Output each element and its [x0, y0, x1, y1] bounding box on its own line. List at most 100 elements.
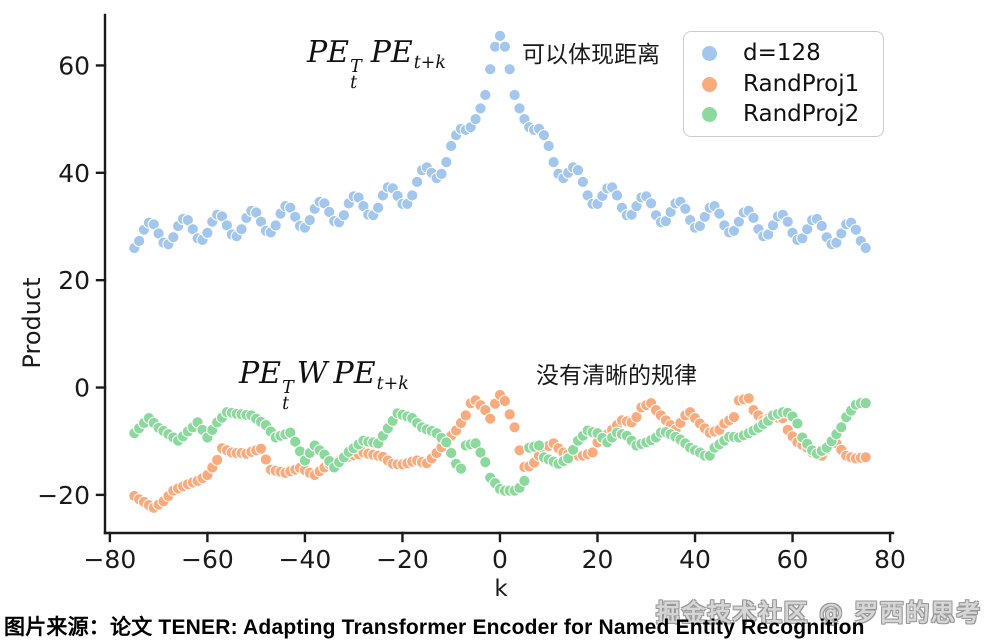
legend-label: RandProj2: [743, 100, 860, 127]
data-point-series-0: [235, 223, 248, 236]
data-point-series-0: [747, 211, 760, 224]
data-point-series-0: [493, 29, 507, 43]
y-tick-label: −20: [37, 481, 90, 510]
data-point-series-0: [576, 175, 590, 188]
legend-marker-randproj1-icon: [702, 76, 717, 92]
data-point-series-0: [133, 234, 146, 248]
legend: d=128 RandProj1 RandProj2: [683, 31, 884, 137]
data-point-series-1: [742, 392, 755, 405]
x-axis-title: k: [494, 576, 508, 602]
legend-marker-d128-icon: [702, 46, 717, 62]
data-point-series-1: [508, 421, 521, 434]
data-point-series-1: [727, 411, 741, 424]
x-tick-label: 80: [874, 545, 906, 574]
legend-marker-randproj2-icon: [702, 106, 717, 122]
data-point-series-1: [586, 446, 599, 459]
data-point-series-0: [571, 164, 585, 177]
image-source-caption: 图片来源：论文 TENER: Adapting Transformer Enco…: [4, 616, 865, 639]
data-point-series-0: [547, 156, 560, 169]
data-point-series-0: [849, 223, 863, 236]
x-tick-label: −60: [181, 545, 234, 574]
data-point-series-0: [815, 219, 828, 233]
legend-label: d=128: [743, 40, 821, 67]
data-point-series-0: [440, 156, 453, 169]
math-term: PE: [239, 356, 282, 391]
data-point-series-0: [406, 189, 419, 202]
annotation-distance-note: 可以体现距离: [522, 42, 660, 68]
legend-item-randproj1: RandProj1: [702, 70, 877, 97]
x-tick-label: 20: [582, 545, 614, 574]
watermark: 掘金技术社区 @ 罗西的思考: [656, 599, 982, 627]
data-point-series-0: [372, 201, 385, 214]
legend-label: RandProj1: [743, 70, 860, 97]
data-point-series-1: [484, 412, 497, 425]
data-point-series-1: [211, 453, 224, 467]
data-point-series-0: [201, 226, 214, 239]
data-point-series-0: [503, 63, 516, 76]
data-point-series-0: [435, 167, 448, 180]
y-tick-label: 0: [74, 374, 90, 403]
y-tick-label: 40: [58, 159, 90, 188]
data-point-series-2: [479, 456, 492, 469]
x-tick-label: −80: [83, 545, 136, 574]
data-point-series-1: [259, 453, 272, 466]
annotation-no-pattern-note: 没有清晰的规律: [536, 363, 697, 389]
x-tick-label: 0: [492, 545, 508, 574]
data-point-series-0: [269, 219, 282, 232]
data-point-series-1: [630, 411, 643, 424]
math-term: W: [296, 356, 328, 391]
data-point-series-0: [474, 102, 487, 115]
data-point-series-2: [454, 462, 468, 475]
data-point-series-0: [537, 129, 551, 142]
data-point-series-1: [254, 442, 268, 455]
math-term: PE: [333, 356, 376, 391]
math-subscript: t+k: [413, 53, 446, 74]
data-point-series-0: [303, 214, 316, 227]
data-point-series-0: [713, 207, 726, 220]
data-point-series-0: [645, 197, 658, 210]
data-point-series-2: [532, 439, 546, 452]
data-point-series-1: [859, 451, 872, 464]
data-point-series-2: [440, 436, 453, 449]
data-point-series-0: [167, 231, 180, 244]
data-point-series-0: [679, 202, 692, 215]
data-point-series-0: [484, 63, 497, 76]
data-point-series-2: [835, 421, 848, 434]
x-tick-label: −20: [376, 545, 429, 574]
data-point-series-2: [289, 435, 302, 448]
data-point-series-0: [859, 241, 872, 255]
data-point-series-0: [781, 215, 794, 228]
y-tick-label: 60: [58, 51, 90, 80]
data-point-series-0: [542, 139, 555, 153]
data-point-series-1: [498, 394, 511, 408]
data-point-series-2: [474, 446, 487, 459]
x-tick-label: 40: [679, 545, 711, 574]
math-term: PE: [307, 35, 350, 70]
legend-item-randproj2: RandProj2: [702, 100, 877, 127]
data-point-series-0: [610, 189, 624, 202]
data-point-series-0: [498, 40, 511, 53]
y-axis-title: Product: [18, 277, 46, 369]
data-point-series-2: [791, 417, 804, 430]
legend-item-d128: d=128: [702, 42, 877, 65]
data-point-series-0: [337, 209, 350, 222]
data-point-series-2: [445, 446, 458, 460]
data-point-series-0: [479, 88, 492, 102]
data-point-series-1: [503, 408, 516, 421]
data-point-series-2: [859, 397, 872, 410]
data-point-series-0: [513, 102, 526, 115]
data-point-series-0: [445, 139, 458, 153]
x-tick-label: 60: [777, 545, 809, 574]
x-tick-label: −40: [279, 545, 332, 574]
data-point-series-0: [469, 113, 482, 126]
data-point-series-0: [411, 175, 424, 188]
math-subscript: t+k: [376, 374, 409, 395]
data-point-series-0: [508, 88, 521, 102]
y-tick-label: 20: [58, 266, 90, 295]
